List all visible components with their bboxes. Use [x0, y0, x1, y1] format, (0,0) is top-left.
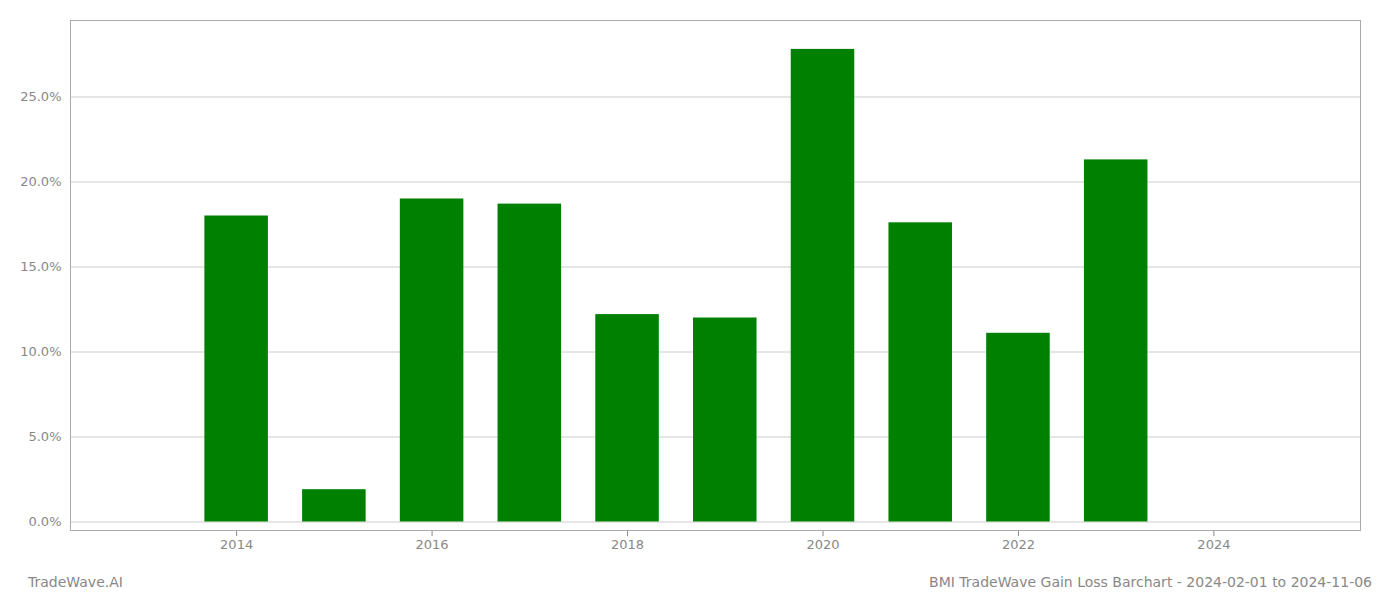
svg-text:5.0%: 5.0% — [28, 429, 61, 444]
svg-text:15.0%: 15.0% — [20, 259, 61, 274]
svg-text:2020: 2020 — [806, 537, 839, 552]
html-text:BMI TradeWave Gain Loss Barcha: BMI TradeWave Gain Loss Barchart - 2024-… — [929, 574, 1372, 590]
svg-text:2022: 2022 — [1002, 537, 1035, 552]
svg-text:0.0%: 0.0% — [28, 514, 61, 529]
svg-text:2016: 2016 — [416, 537, 449, 552]
svg-text:2024: 2024 — [1197, 537, 1230, 552]
html-text:TradeWave.AI: TradeWave.AI — [28, 574, 123, 590]
svg-text:2018: 2018 — [611, 537, 644, 552]
svg-text:2014: 2014 — [220, 537, 253, 552]
svg-text:25.0%: 25.0% — [20, 89, 61, 104]
svg-text:20.0%: 20.0% — [20, 174, 61, 189]
svg-text:10.0%: 10.0% — [20, 344, 61, 359]
